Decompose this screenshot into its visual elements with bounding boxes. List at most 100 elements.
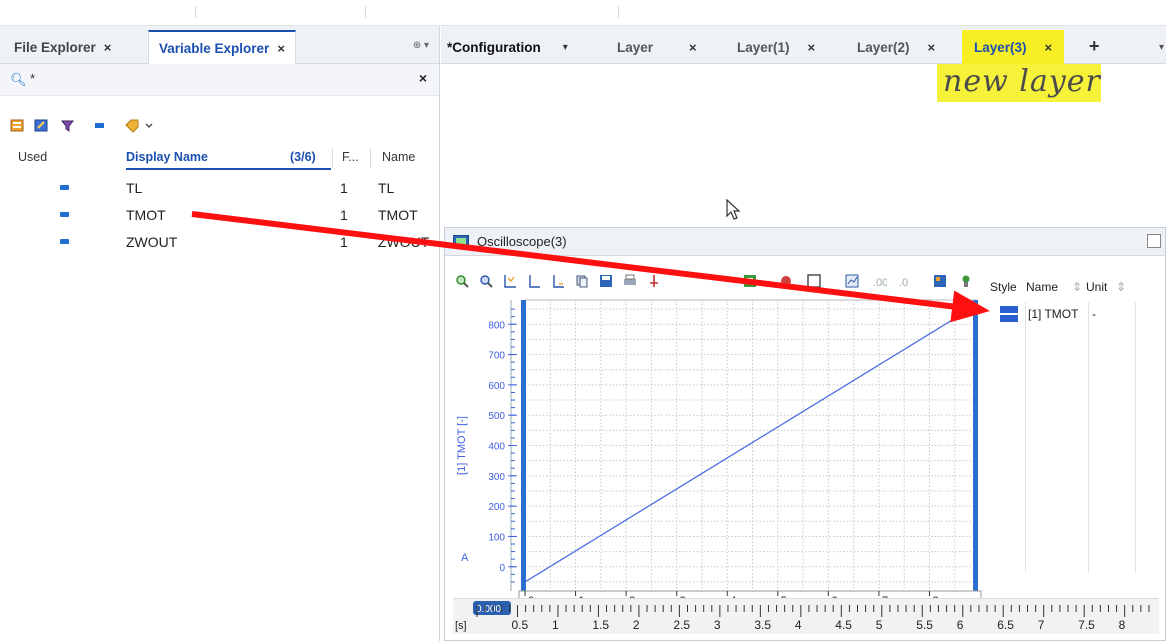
legend-series-unit: - — [1092, 307, 1096, 321]
annotation-label: new layer — [943, 64, 1101, 99]
decimals-icon[interactable]: .00 — [873, 274, 887, 288]
tag-dropdown-icon[interactable] — [124, 118, 154, 133]
clear-search-icon[interactable]: × — [418, 70, 427, 86]
y-tick-label: 300 — [488, 472, 505, 483]
tab-file-explorer[interactable]: File Explorer × — [4, 30, 121, 64]
axis-y-icon[interactable] — [527, 274, 541, 288]
column-header-name[interactable]: Name — [382, 150, 416, 164]
legend-header-unit[interactable]: Unit — [1086, 280, 1108, 294]
x-tick-label: 5 — [781, 595, 787, 598]
time-ruler-ticks: 0.5 1 1.5 2 2.5 3 3.5 4 4.5 5 5.5 6 6.5 7 7.5 8 — [476, 605, 1150, 632]
ruler-label: 6.5 — [997, 618, 1014, 632]
ruler-label: 5 — [876, 618, 883, 632]
add-variable-icon[interactable] — [10, 118, 25, 133]
table-row[interactable]: TL 1 TL — [0, 176, 439, 202]
tab-overflow-icon[interactable]: ▾ — [1158, 42, 1164, 53]
series-lines — [524, 305, 976, 583]
legend-entry[interactable]: [1] TMOT - — [1000, 306, 1160, 326]
left-tabbar: File Explorer × Variable Explorer × ⊕ ▾ — [0, 26, 439, 64]
time-scrollbar[interactable]: [s] 0.000 0.5 1 1.5 2 2.5 3 3.5 4 4.5 5 5.5 6 6.5 7 7.… — [453, 598, 1159, 634]
tab-layer[interactable]: Layer × — [617, 30, 697, 64]
search-bar[interactable]: 🔍︎ * × — [0, 64, 439, 96]
used-marker-icon — [60, 212, 69, 217]
filter-variable-icon[interactable] — [60, 118, 75, 133]
close-icon[interactable]: × — [689, 39, 697, 55]
document-tabbar: *Configuration ▾ Layer × Layer(1) × Laye… — [441, 26, 1166, 64]
y-tick-label: 200 — [488, 502, 505, 513]
series-style-swatch[interactable] — [1000, 306, 1018, 322]
time-ruler: [s] 0.000 0.5 1 1.5 2 2.5 3 3.5 4 4.5 5 5.5 6 6.5 7 7.… — [455, 601, 1150, 632]
print-icon[interactable] — [623, 274, 637, 288]
maximize-icon[interactable] — [1147, 234, 1161, 248]
toolbar-separator — [618, 6, 619, 18]
x-tick-label: 1 — [579, 595, 585, 598]
column-header-f[interactable]: F... — [342, 150, 359, 164]
y-tick-label: 400 — [488, 442, 505, 453]
used-marker-icon[interactable] — [92, 118, 107, 133]
ruler-label: 2.5 — [673, 618, 690, 632]
f-cell: 1 — [340, 207, 348, 223]
column-header-used[interactable]: Used — [18, 150, 48, 164]
visible-count: (3/6) — [290, 150, 316, 164]
legend-header-style[interactable]: Style — [990, 280, 1017, 294]
close-icon[interactable]: × — [807, 39, 816, 55]
y-axis: 800 700 600 500 400 300 200 100 0 — [488, 300, 517, 591]
add-tab-button[interactable]: + — [1089, 36, 1100, 56]
variable-table-header: Used Display Name (3/6) F... Name — [0, 146, 439, 172]
tab-layer-1[interactable]: Layer(1) × — [737, 30, 815, 64]
plot-area[interactable]: 800 700 600 500 400 300 200 100 0 0 1 2 3 4 5 6 7 8 [1] … — [445, 296, 985, 598]
pin-menu-icon[interactable]: ⊕ ▾ — [412, 40, 429, 51]
column-header-display-name[interactable]: Display Name — [126, 150, 331, 170]
zoom-out-icon[interactable] — [479, 274, 493, 288]
plot-grid — [521, 299, 978, 592]
copy-icon[interactable] — [575, 274, 589, 288]
mouse-cursor-icon — [726, 198, 741, 220]
save-icon[interactable] — [599, 274, 613, 288]
chart-settings-icon[interactable] — [845, 274, 859, 288]
tab-layer-3[interactable]: Layer(3) × — [962, 30, 1065, 64]
sort-icon: ⇕ — [1072, 280, 1083, 294]
red-arrow-icon — [191, 211, 990, 323]
export-icon[interactable] — [933, 274, 947, 288]
used-marker-icon — [60, 239, 69, 244]
f-cell: 1 — [340, 180, 348, 196]
tab-layer-2[interactable]: Layer(2) × — [857, 30, 935, 64]
variable-explorer-panel: File Explorer × Variable Explorer × ⊕ ▾ … — [0, 26, 440, 641]
axis-marker-label: A — [461, 552, 469, 564]
variable-toolbar — [0, 114, 439, 138]
autoscale-icon[interactable] — [503, 274, 517, 288]
ruler-label: 2 — [633, 618, 640, 632]
tab-variable-explorer[interactable]: Variable Explorer × — [148, 30, 296, 64]
x-tick-label: 3 — [680, 595, 686, 598]
ruler-label: 6 — [957, 618, 964, 632]
tab-label: Layer — [617, 39, 654, 55]
search-input[interactable]: * — [30, 71, 36, 86]
tab-label: Variable Explorer — [159, 40, 270, 56]
tab-label: File Explorer — [14, 39, 96, 55]
table-row[interactable]: TMOT 1 TMOT — [0, 203, 439, 229]
decimals-reduce-icon[interactable]: .0 — [899, 274, 913, 288]
zoom-in-icon[interactable] — [455, 274, 469, 288]
close-icon[interactable]: × — [103, 39, 112, 55]
close-icon[interactable]: × — [927, 39, 936, 55]
legend-series-name: [1] TMOT — [1028, 307, 1079, 321]
axis-x-icon[interactable] — [551, 274, 565, 288]
display-name-cell: TMOT — [126, 207, 166, 223]
legend-header-name[interactable]: Name — [1026, 280, 1059, 294]
edit-variable-icon[interactable] — [34, 118, 49, 133]
x-tick-label: 7 — [882, 595, 888, 598]
tab-label: Layer(1) — [737, 39, 790, 55]
close-icon[interactable]: × — [1044, 39, 1053, 55]
oscilloscope-window: Oscilloscope(3) .00 .0 — [444, 227, 1166, 641]
cursor-tool-icon[interactable] — [647, 274, 661, 288]
y-axis-label: [1] TMOT [-] — [456, 416, 468, 475]
x-tick-label: 8 — [932, 595, 938, 598]
workspace-area: *Configuration ▾ Layer × Layer(1) × Laye… — [441, 26, 1166, 641]
close-icon[interactable]: × — [277, 40, 285, 56]
tab-configuration[interactable]: *Configuration ▾ — [447, 30, 568, 64]
x-tick-label: 4 — [730, 595, 736, 598]
legend-tool-icon[interactable] — [959, 274, 973, 288]
chevron-down-icon[interactable]: ▾ — [562, 41, 568, 53]
ruler-label: 1.5 — [592, 618, 609, 632]
